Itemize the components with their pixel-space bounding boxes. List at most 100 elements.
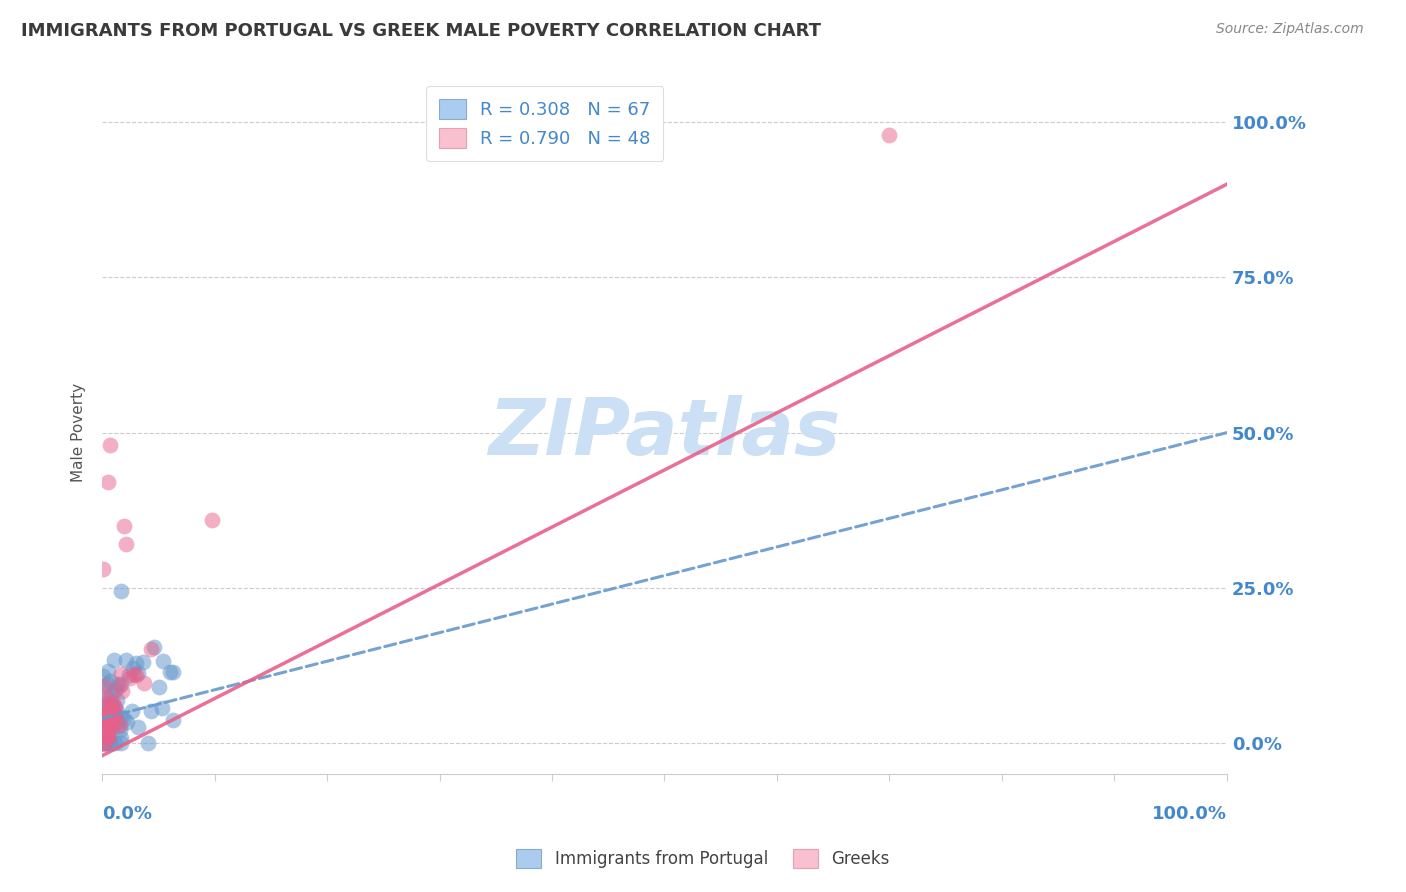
Point [148,680,170,694]
Point [94,683,117,698]
Point [100,695,122,709]
Point [100,720,122,734]
Point [107,680,129,694]
Point [105,681,128,696]
Point [125,668,148,682]
Point [98,736,121,750]
Point [96,736,118,750]
Point [879,128,901,142]
Point [100,707,122,722]
Point [142,640,165,654]
Text: Source: ZipAtlas.com: Source: ZipAtlas.com [1216,22,1364,37]
Point [114,653,136,667]
Point [94,731,117,746]
Point [97,730,120,744]
Point [110,723,132,737]
Text: IMMIGRANTS FROM PORTUGAL VS GREEK MALE POVERTY CORRELATION CHART: IMMIGRANTS FROM PORTUGAL VS GREEK MALE P… [21,22,821,40]
Point [132,655,155,669]
Point [101,704,124,718]
Point [115,537,138,551]
Point [91,736,114,750]
Point [91,669,114,683]
Point [98,697,121,711]
Point [93,711,115,725]
Point [118,668,141,682]
Point [101,696,124,710]
Point [91,736,114,750]
Point [96,736,118,750]
Point [152,654,174,668]
Point [110,667,132,681]
Point [93,699,115,714]
Point [96,706,118,720]
Point [98,736,121,750]
Point [94,717,117,731]
Point [91,736,114,750]
Point [112,518,135,533]
Point [100,687,122,701]
Point [93,736,115,750]
Point [97,691,120,706]
Point [94,731,117,745]
Point [91,562,114,576]
Point [136,736,159,750]
Point [96,721,118,735]
Point [104,699,127,714]
Point [100,709,122,723]
Point [93,679,115,693]
Point [127,666,149,681]
Point [122,661,145,675]
Point [98,704,121,718]
Point [110,710,132,724]
Point [118,671,141,685]
Point [97,730,120,744]
Point [124,656,146,670]
Point [94,721,117,735]
Point [110,583,132,598]
Point [162,665,184,680]
Point [96,724,118,739]
Text: 100.0%: 100.0% [1152,805,1227,823]
Point [97,475,120,490]
Point [111,684,134,698]
Point [94,697,117,711]
Point [93,724,115,739]
Point [103,706,125,720]
Y-axis label: Male Poverty: Male Poverty [72,383,86,483]
Point [97,731,120,745]
Point [134,675,156,690]
Point [98,699,121,714]
Point [93,716,115,731]
Point [96,698,118,713]
Point [107,718,129,732]
Point [97,723,120,738]
Point [110,731,132,746]
Point [98,704,121,718]
Point [115,715,138,730]
Point [110,677,132,691]
Point [93,709,115,723]
Point [103,707,125,722]
Point [96,677,118,691]
Point [94,706,117,721]
Point [98,723,121,737]
Point [152,701,174,715]
Point [94,736,117,750]
Point [91,720,114,734]
Point [139,704,162,718]
Point [105,693,128,707]
Point [127,720,149,734]
Point [97,664,120,678]
Point [98,673,121,688]
Point [112,712,135,726]
Point [108,718,131,732]
Point [91,712,114,726]
Legend: Immigrants from Portugal, Greeks: Immigrants from Portugal, Greeks [510,843,896,875]
Point [96,720,118,734]
Point [104,717,127,731]
Point [107,714,129,728]
Point [103,653,125,667]
Point [93,736,115,750]
Point [201,513,224,527]
Legend: R = 0.308   N = 67, R = 0.790   N = 48: R = 0.308 N = 67, R = 0.790 N = 48 [426,87,664,161]
